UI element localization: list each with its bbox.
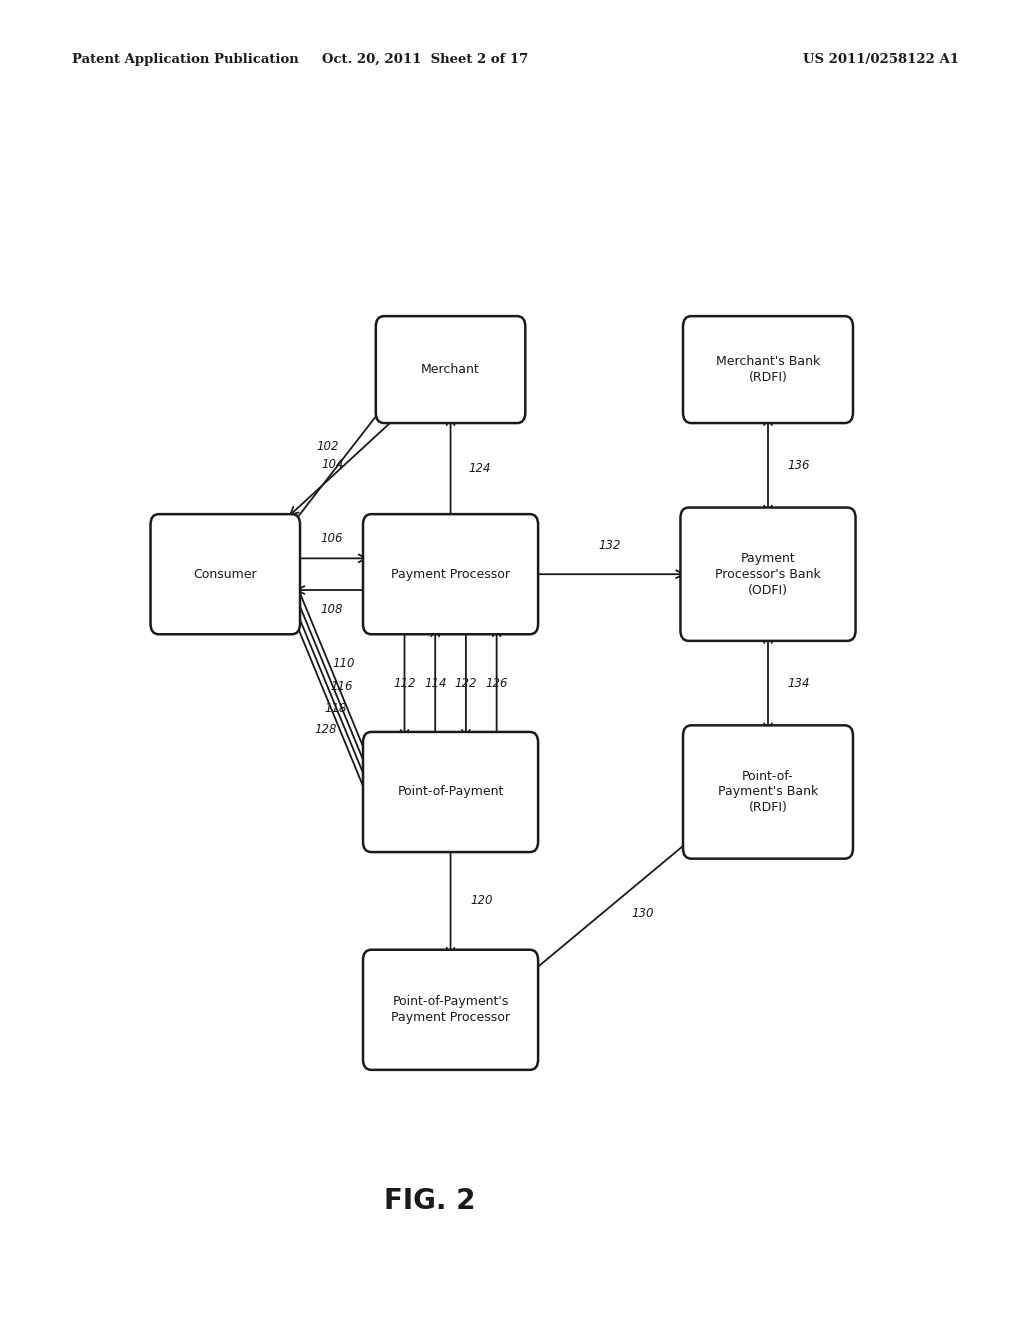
FancyBboxPatch shape (683, 726, 853, 858)
Text: 104: 104 (322, 458, 344, 471)
Text: FIG. 2: FIG. 2 (384, 1187, 476, 1216)
Text: 116: 116 (331, 680, 353, 693)
Text: Merchant: Merchant (421, 363, 480, 376)
FancyBboxPatch shape (683, 317, 853, 422)
Text: Consumer: Consumer (194, 568, 257, 581)
FancyBboxPatch shape (680, 508, 855, 642)
Text: Patent Application Publication: Patent Application Publication (72, 53, 298, 66)
Text: Merchant's Bank
(RDFI): Merchant's Bank (RDFI) (716, 355, 820, 384)
Text: 102: 102 (316, 440, 339, 453)
Text: 120: 120 (470, 895, 493, 907)
Text: 108: 108 (321, 603, 343, 616)
Text: Oct. 20, 2011  Sheet 2 of 17: Oct. 20, 2011 Sheet 2 of 17 (322, 53, 528, 66)
Text: 126: 126 (485, 677, 508, 689)
Text: 132: 132 (598, 539, 621, 552)
FancyBboxPatch shape (362, 731, 539, 853)
Text: Point-of-
Payment's Bank
(RDFI): Point-of- Payment's Bank (RDFI) (718, 770, 818, 814)
Text: 130: 130 (632, 907, 654, 920)
FancyBboxPatch shape (151, 515, 300, 635)
Text: 134: 134 (787, 677, 810, 689)
Text: 106: 106 (321, 532, 343, 545)
Text: 128: 128 (314, 723, 337, 737)
Text: Payment
Processor's Bank
(ODFI): Payment Processor's Bank (ODFI) (715, 552, 821, 597)
Text: 136: 136 (787, 459, 810, 471)
FancyBboxPatch shape (376, 317, 525, 422)
Text: 122: 122 (455, 677, 477, 689)
Text: Point-of-Payment's
Payment Processor: Point-of-Payment's Payment Processor (391, 995, 510, 1024)
Text: 114: 114 (424, 677, 446, 689)
Text: 112: 112 (393, 677, 416, 689)
Text: Point-of-Payment: Point-of-Payment (397, 785, 504, 799)
FancyBboxPatch shape (362, 515, 539, 635)
Text: 124: 124 (468, 462, 490, 475)
Text: 110: 110 (333, 657, 355, 671)
Text: 118: 118 (325, 702, 347, 715)
FancyBboxPatch shape (362, 950, 539, 1069)
Text: US 2011/0258122 A1: US 2011/0258122 A1 (803, 53, 958, 66)
Text: Payment Processor: Payment Processor (391, 568, 510, 581)
